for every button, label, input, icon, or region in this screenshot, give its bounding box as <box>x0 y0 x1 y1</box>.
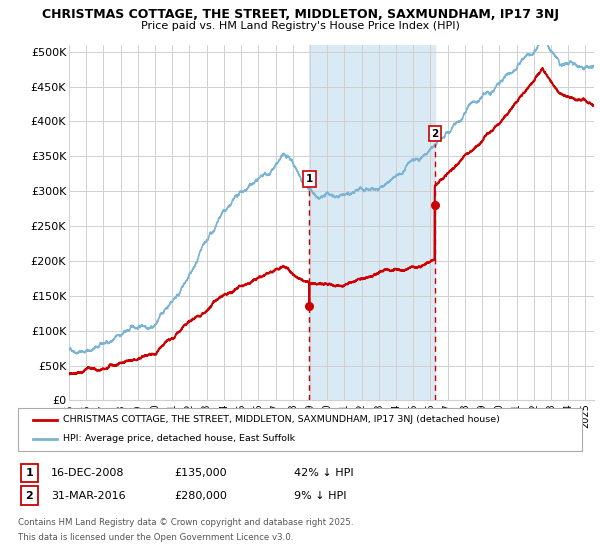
Text: 2: 2 <box>26 491 33 501</box>
Text: 2: 2 <box>431 129 439 139</box>
Bar <box>309 45 435 400</box>
Text: 31-MAR-2016: 31-MAR-2016 <box>51 491 125 501</box>
Text: This data is licensed under the Open Government Licence v3.0.: This data is licensed under the Open Gov… <box>18 533 293 542</box>
Text: Price paid vs. HM Land Registry's House Price Index (HPI): Price paid vs. HM Land Registry's House … <box>140 21 460 31</box>
Text: 1: 1 <box>305 174 313 184</box>
Text: 16-DEC-2008: 16-DEC-2008 <box>51 468 125 478</box>
Text: £135,000: £135,000 <box>174 468 227 478</box>
Text: HPI: Average price, detached house, East Suffolk: HPI: Average price, detached house, East… <box>63 434 295 443</box>
Text: Contains HM Land Registry data © Crown copyright and database right 2025.: Contains HM Land Registry data © Crown c… <box>18 518 353 527</box>
Text: CHRISTMAS COTTAGE, THE STREET, MIDDLETON, SAXMUNDHAM, IP17 3NJ: CHRISTMAS COTTAGE, THE STREET, MIDDLETON… <box>41 8 559 21</box>
Text: £280,000: £280,000 <box>174 491 227 501</box>
Text: CHRISTMAS COTTAGE, THE STREET, MIDDLETON, SAXMUNDHAM, IP17 3NJ (detached house): CHRISTMAS COTTAGE, THE STREET, MIDDLETON… <box>63 416 500 424</box>
Text: 1: 1 <box>26 468 33 478</box>
Text: 42% ↓ HPI: 42% ↓ HPI <box>294 468 353 478</box>
Text: 9% ↓ HPI: 9% ↓ HPI <box>294 491 347 501</box>
